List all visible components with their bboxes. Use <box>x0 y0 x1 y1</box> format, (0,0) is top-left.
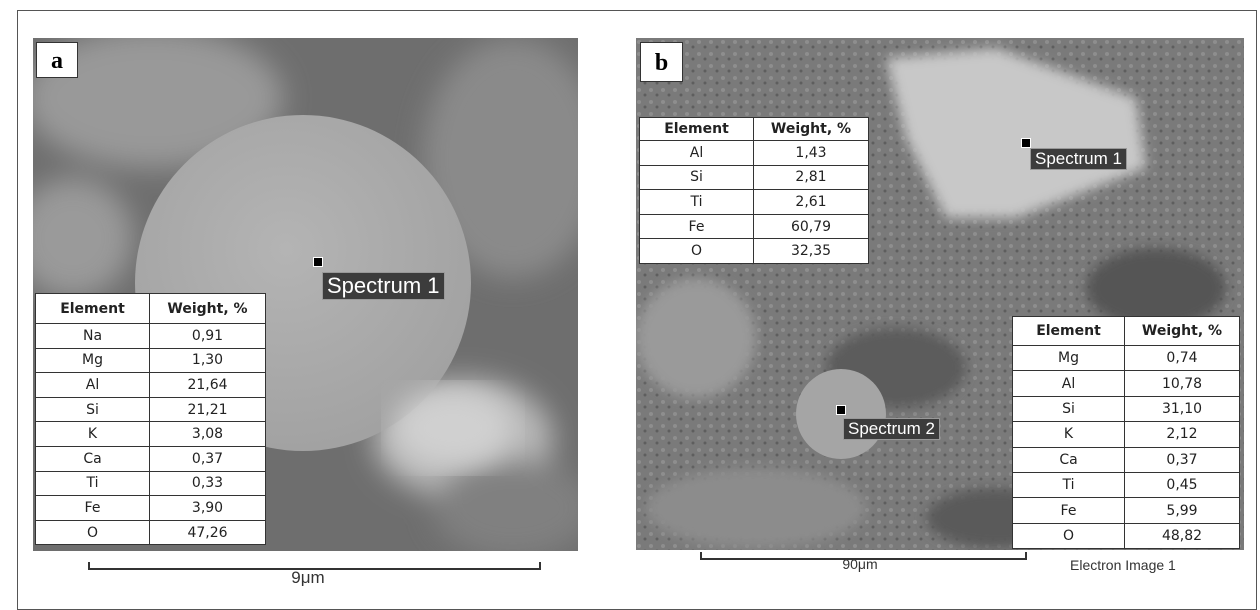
table-cell: 3,08 <box>150 422 266 447</box>
table-cell: O <box>36 520 150 545</box>
table-cell: Si <box>1013 396 1125 421</box>
table-cell: Mg <box>36 348 150 373</box>
spectrum-label: Spectrum 1 <box>1030 148 1127 170</box>
table-cell: Fe <box>36 496 150 521</box>
spectrum-marker <box>313 257 323 267</box>
table-cell: 0,37 <box>1125 447 1240 472</box>
header-cell: Element <box>640 118 754 141</box>
header-cell: Weight, % <box>150 294 266 324</box>
table-cell: 47,26 <box>150 520 266 545</box>
table-cell: Al <box>36 373 150 398</box>
header-cell: Weight, % <box>754 118 869 141</box>
table-cell: 2,81 <box>754 165 869 190</box>
table-cell: 21,21 <box>150 397 266 422</box>
table-cell: Fe <box>1013 498 1125 523</box>
table-cell: 48,82 <box>1125 523 1240 548</box>
table-cell: Ti <box>1013 472 1125 497</box>
table-cell: Ca <box>1013 447 1125 472</box>
spectrum-label: Spectrum 1 <box>322 272 445 300</box>
table-cell: Ti <box>36 471 150 496</box>
table-cell: Ti <box>640 190 754 215</box>
table-cell: Si <box>640 165 754 190</box>
table-cell: 0,33 <box>150 471 266 496</box>
figure: aSpectrum 1ElementWeight, %Na0,91Mg1,30A… <box>0 0 1260 604</box>
spectrum-label: Spectrum 2 <box>843 418 940 440</box>
panel-letter: b <box>640 42 683 82</box>
header-cell: Element <box>36 294 150 324</box>
scale-bar-label: 90μm <box>840 556 880 572</box>
table-cell: O <box>640 239 754 264</box>
table-cell: 1,43 <box>754 141 869 166</box>
table-cell: Mg <box>1013 346 1125 371</box>
table-cell: K <box>1013 422 1125 447</box>
header-cell: Element <box>1013 317 1125 346</box>
table-cell: 1,30 <box>150 348 266 373</box>
table-cell: 10,78 <box>1125 371 1240 396</box>
spectrum-marker <box>836 405 846 415</box>
table-cell: K <box>36 422 150 447</box>
header-cell: Weight, % <box>1125 317 1240 346</box>
table-cell: Ca <box>36 446 150 471</box>
table-cell: O <box>1013 523 1125 548</box>
table-cell: 0,91 <box>150 324 266 349</box>
table-cell: 32,35 <box>754 239 869 264</box>
table-cell: Al <box>1013 371 1125 396</box>
panel-letter: a <box>36 42 78 78</box>
image-caption: Electron Image 1 <box>1070 557 1176 573</box>
table-cell: 0,45 <box>1125 472 1240 497</box>
table-cell: 0,74 <box>1125 346 1240 371</box>
table-cell: 3,90 <box>150 496 266 521</box>
table-cell: 5,99 <box>1125 498 1240 523</box>
table-cell: Si <box>36 397 150 422</box>
table-cell: 2,61 <box>754 190 869 215</box>
table-cell: 0,37 <box>150 446 266 471</box>
table-cell: 2,12 <box>1125 422 1240 447</box>
table-cell: 60,79 <box>754 214 869 239</box>
spectrum-marker <box>1021 138 1031 148</box>
table-cell: Al <box>640 141 754 166</box>
table-cell: Na <box>36 324 150 349</box>
table-cell: Fe <box>640 214 754 239</box>
scale-bar-label: 9μm <box>288 568 328 588</box>
table-cell: 21,64 <box>150 373 266 398</box>
table-cell: 31,10 <box>1125 396 1240 421</box>
